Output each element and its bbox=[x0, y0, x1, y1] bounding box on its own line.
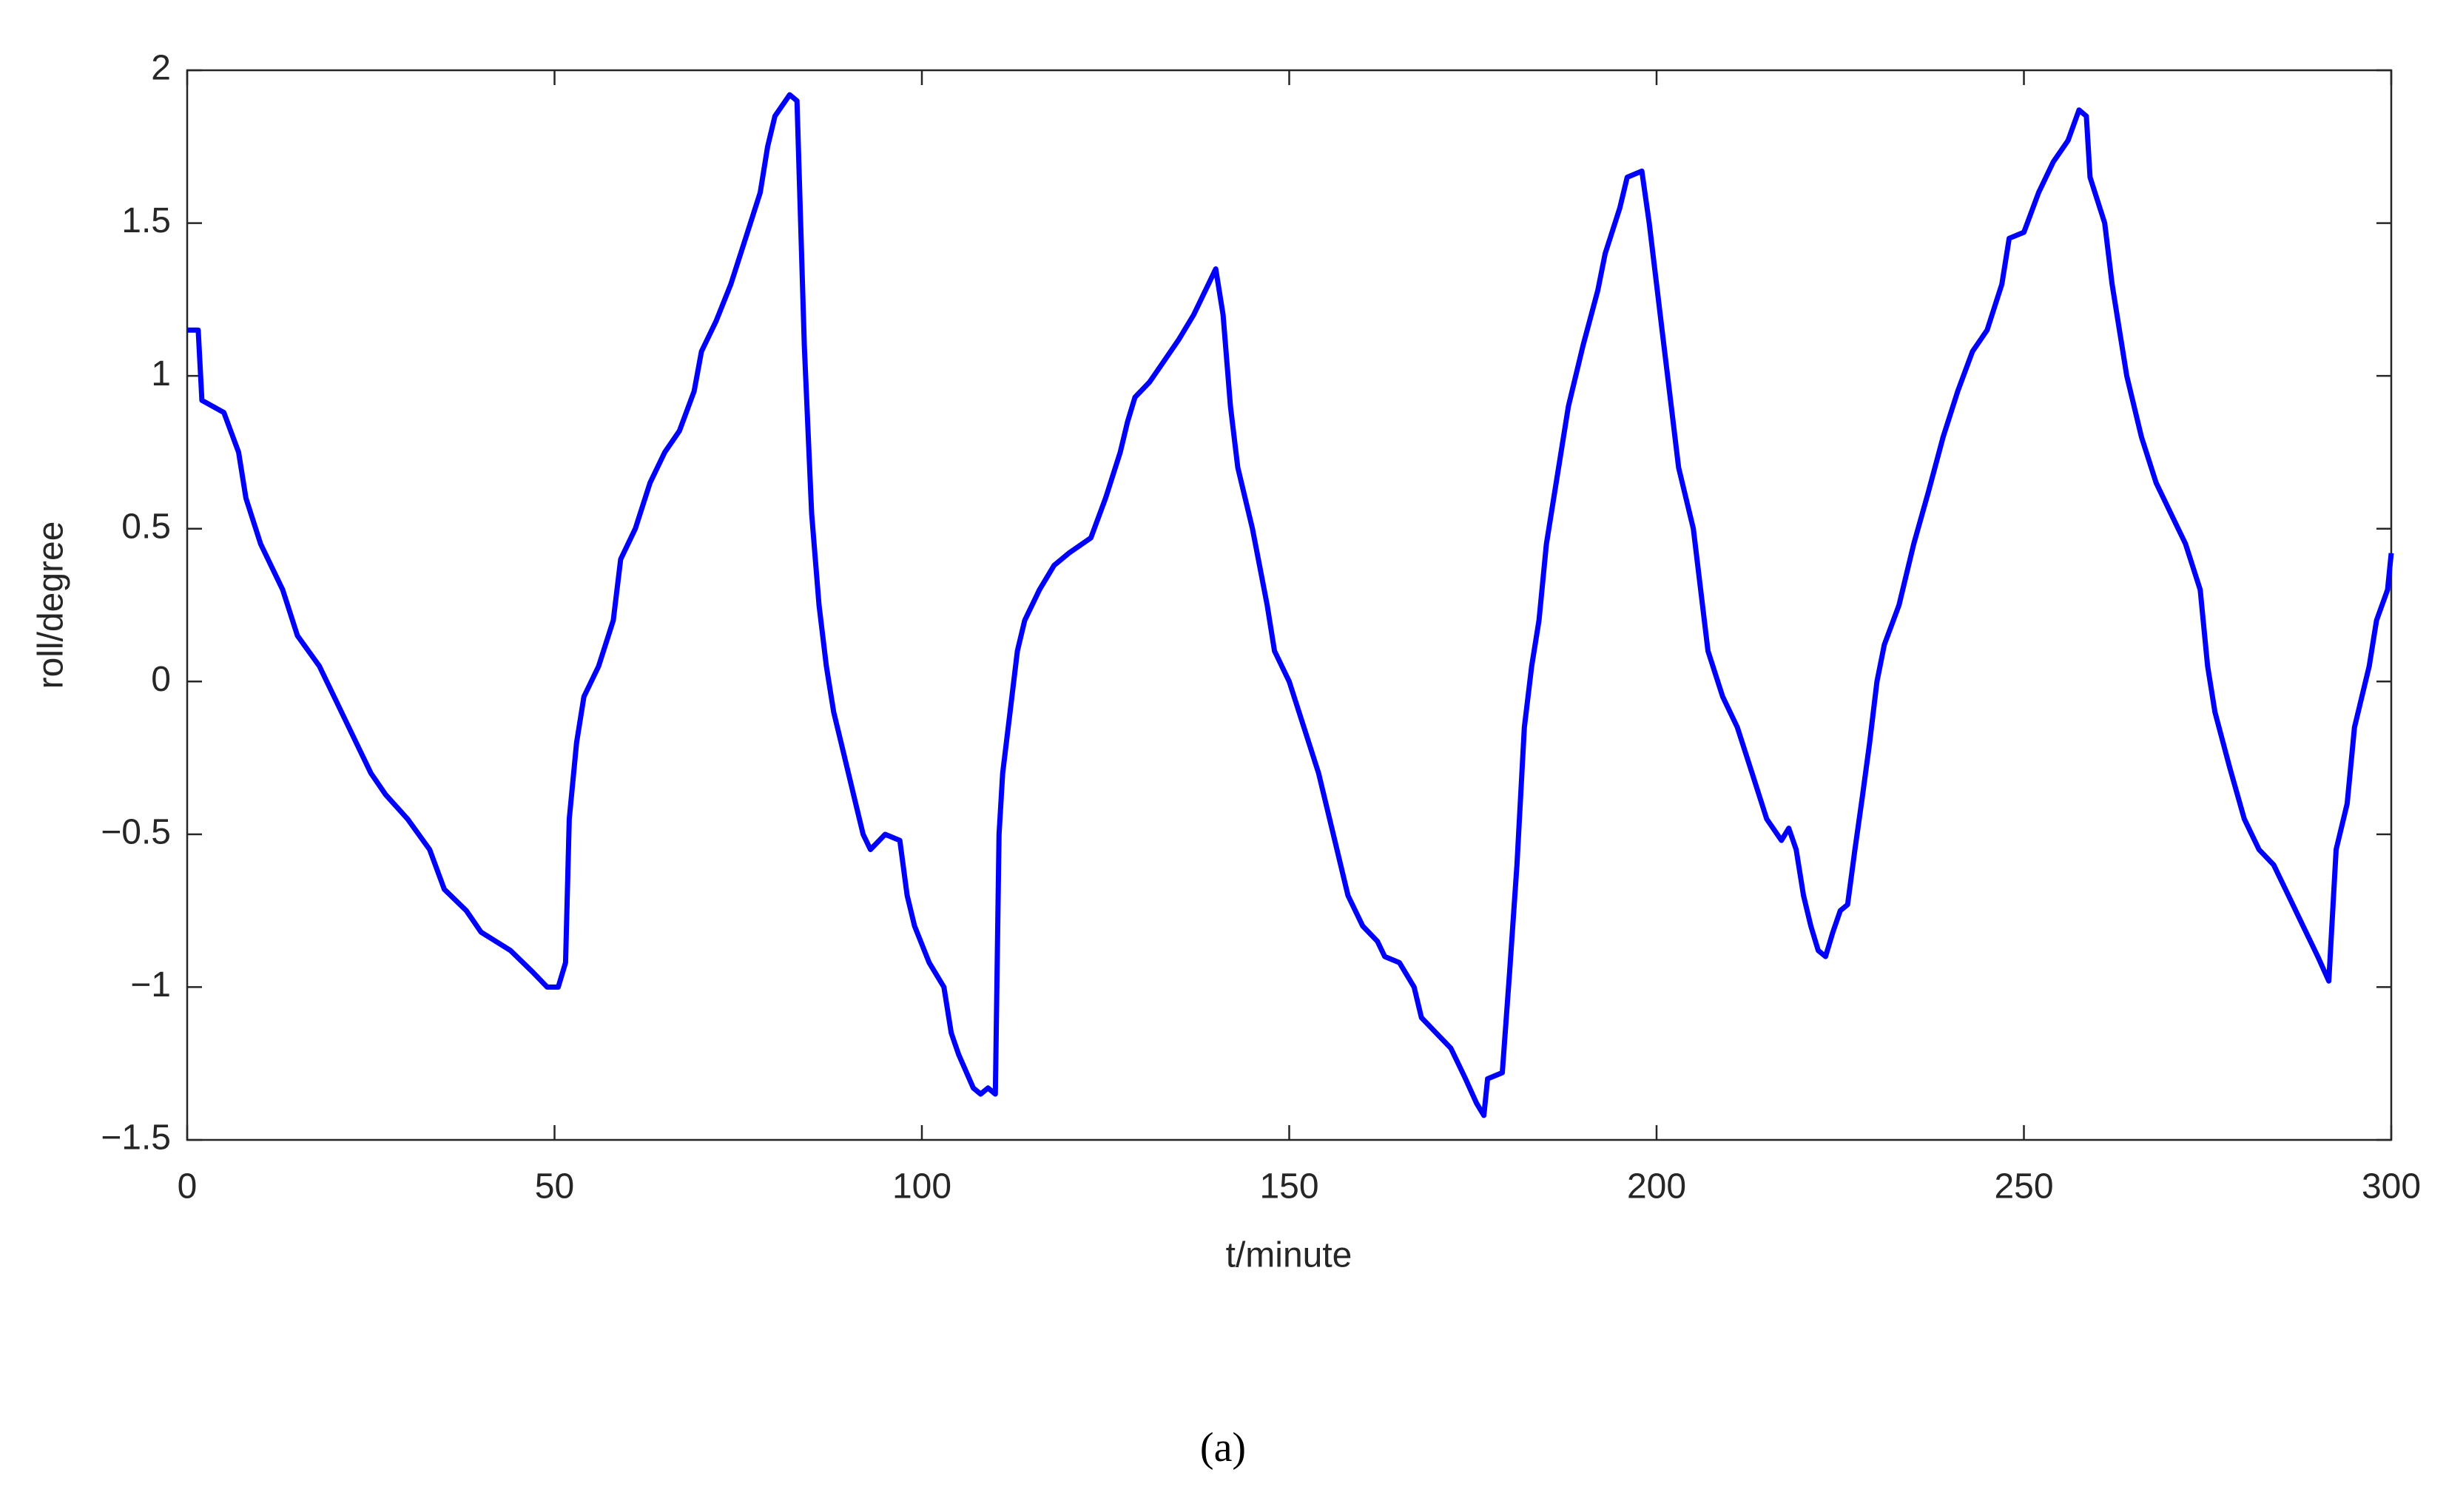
y-tick-label: 0 bbox=[151, 660, 171, 699]
y-tick-label: −0.5 bbox=[101, 813, 171, 852]
x-tick-label: 50 bbox=[535, 1167, 574, 1206]
y-tick-label: 0.5 bbox=[121, 507, 171, 546]
x-axis-label: t/minute bbox=[1226, 1236, 1352, 1275]
caption: (a) bbox=[1200, 1425, 1246, 1471]
x-tick-label: 150 bbox=[1259, 1167, 1318, 1206]
plot-frame bbox=[186, 69, 2393, 1141]
y-tick-label: 1 bbox=[151, 354, 171, 394]
y-axis-label: roll/degree bbox=[32, 522, 71, 689]
x-tick-label: 300 bbox=[2362, 1167, 2421, 1206]
x-tick-label: 100 bbox=[892, 1167, 951, 1206]
x-tick-label: 200 bbox=[1627, 1167, 1686, 1206]
x-tick-label: 0 bbox=[178, 1167, 198, 1206]
y-tick-label: −1 bbox=[130, 965, 171, 1005]
data-line bbox=[187, 92, 2394, 1118]
y-tick-label: 1.5 bbox=[121, 201, 171, 240]
y-tick-label: −1.5 bbox=[101, 1118, 171, 1158]
y-tick-label: 2 bbox=[151, 49, 171, 88]
x-tick-label: 250 bbox=[1994, 1167, 2053, 1206]
